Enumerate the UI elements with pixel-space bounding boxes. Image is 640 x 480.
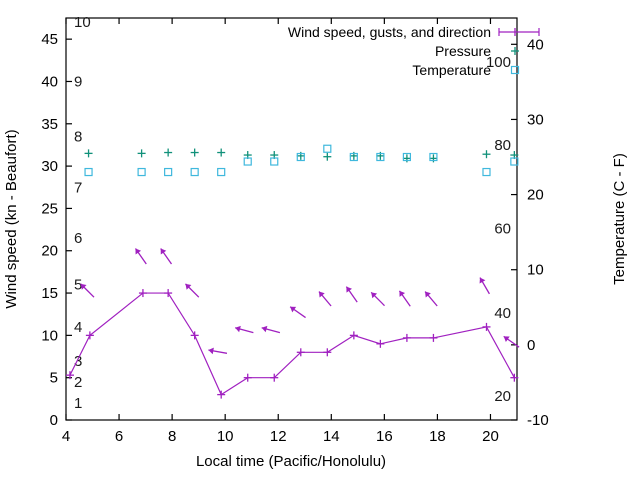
beaufort-label: 3	[74, 353, 82, 370]
wind-arrow-head	[425, 291, 431, 298]
x-tick-label: 6	[115, 428, 123, 445]
temperature-marker	[482, 167, 491, 177]
chart-legend: Wind speed, gusts, and direction Pressure…	[288, 24, 540, 78]
y-tick-label: 40	[41, 73, 58, 90]
x-tick-label: 4	[62, 428, 70, 445]
wind-arrow-head	[80, 283, 87, 290]
x-tick-label: 12	[270, 428, 287, 445]
y-tick-label: 20	[41, 243, 58, 260]
y2-tick-label: 0	[527, 337, 535, 354]
wind-arrow-head	[318, 291, 325, 298]
wind-speed-series	[65, 289, 519, 399]
wind-arrow-head	[235, 325, 241, 333]
pressure-series	[84, 148, 519, 163]
wind-arrow-head	[371, 292, 378, 299]
wind-arrow-head	[135, 248, 142, 255]
x-tick-label: 14	[323, 428, 340, 445]
beaufort-label: 1	[74, 395, 82, 412]
beaufort-label: 7	[74, 179, 82, 196]
y-axis-ticks: 0 5 10 15 20 25 30 35 40 45	[41, 31, 72, 429]
temperature-marker	[349, 152, 358, 162]
temperature-marker	[402, 152, 412, 162]
y2-axis-ticks: -10 0 10 20 30 40	[511, 36, 549, 429]
y-tick-label: 5	[50, 370, 58, 387]
temperature-marker	[429, 152, 438, 162]
y-tick-label: 35	[41, 116, 58, 133]
beaufort-scale-labels: 1 2 3 4 5 6 7 8 9 10	[74, 14, 91, 412]
y2-tick-label: -10	[527, 412, 549, 429]
y-tick-label: 45	[41, 31, 58, 48]
x-tick-label: 8	[168, 428, 176, 445]
beaufort-label: 2	[74, 374, 82, 391]
y2-tick-label: 10	[527, 262, 544, 279]
y2-tick-label: 30	[527, 111, 544, 128]
y2-tick-label: 40	[527, 36, 544, 53]
y-tick-label: 30	[41, 158, 58, 175]
x-axis-ticks: 4 6 8 10 12 14 16 18 20	[62, 18, 499, 445]
fahrenheit-label: 20	[494, 388, 511, 405]
legend-label: Temperature	[412, 62, 491, 78]
wind-arrow-head	[185, 283, 192, 290]
beaufort-label: 9	[74, 73, 82, 90]
wind-speed-line	[69, 292, 515, 396]
x-tick-label: 18	[429, 428, 446, 445]
wind-direction-arrows	[80, 248, 520, 355]
x-tick-label: 16	[376, 428, 393, 445]
legend-label: Wind speed, gusts, and direction	[288, 24, 491, 40]
x-axis-title: Local time (Pacific/Honolulu)	[196, 453, 386, 470]
fahrenheit-label: 60	[494, 221, 511, 238]
temperature-marker	[190, 167, 199, 177]
temperature-marker	[270, 157, 279, 166]
y-axis-title: Wind speed (kn - Beaufort)	[3, 129, 20, 308]
wind-arrow-head	[346, 286, 352, 293]
y2-tick-label: 20	[527, 187, 544, 204]
wind-arrow-head	[290, 306, 297, 313]
fahrenheit-label: 80	[494, 137, 511, 154]
fahrenheit-label: 40	[494, 305, 511, 322]
plot-frame	[65, 17, 518, 421]
legend-plus-swatch	[511, 47, 519, 55]
y-tick-label: 15	[41, 285, 58, 302]
temperature-marker	[243, 157, 252, 166]
wind-arrow-head	[160, 248, 167, 255]
temperature-marker	[84, 167, 93, 177]
x-tick-label: 10	[217, 428, 234, 445]
wind-arrow-head	[479, 277, 486, 284]
temperature-marker	[296, 152, 305, 162]
temperature-marker	[137, 167, 146, 177]
wind-arrow-head	[399, 290, 406, 297]
beaufort-label: 4	[74, 319, 82, 336]
y2-axis-title: Temperature (C - F)	[611, 153, 628, 285]
beaufort-label: 10	[74, 14, 91, 31]
temperature-marker	[217, 167, 226, 177]
fahrenheit-label: 100	[486, 54, 511, 71]
beaufort-label: 8	[74, 128, 82, 145]
y-tick-label: 10	[41, 327, 58, 344]
beaufort-label: 6	[74, 230, 82, 247]
legend-square-swatch	[510, 65, 520, 75]
wind-arrow-head	[261, 325, 268, 333]
x-tick-label: 20	[482, 428, 499, 445]
beaufort-label: 5	[74, 277, 82, 294]
fahrenheit-scale-labels: 20 40 60 80 100	[486, 54, 511, 405]
temperature-series	[84, 144, 519, 177]
wind-arrow-head	[503, 336, 510, 342]
y-tick-label: 0	[50, 412, 58, 429]
temperature-marker	[510, 157, 519, 166]
wind-arrow-head	[208, 347, 214, 355]
temperature-marker	[164, 167, 173, 177]
temperature-marker	[376, 152, 385, 162]
temperature-marker	[323, 144, 332, 153]
y-tick-label: 25	[41, 200, 58, 217]
legend-label: Pressure	[435, 43, 491, 59]
